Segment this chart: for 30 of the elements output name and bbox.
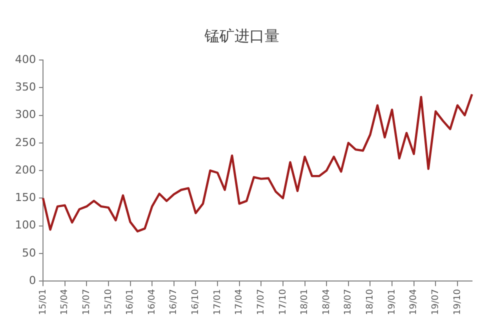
x-tick-label: 19/07 <box>430 289 441 315</box>
y-tick-label: 350 <box>14 80 36 94</box>
x-tick-label: 15/01 <box>38 289 48 315</box>
y-tick-label: 100 <box>14 218 36 232</box>
x-tick-label: 19/10 <box>452 288 463 315</box>
x-tick-label: 15/04 <box>60 288 70 315</box>
x-tick-label: 15/10 <box>104 288 114 315</box>
x-tick-label: 16/10 <box>191 288 202 315</box>
x-tick-label: 19/01 <box>387 289 398 315</box>
x-tick-label: 18/07 <box>344 289 354 315</box>
y-tick-label: 150 <box>14 191 36 204</box>
x-tick-label: 15/07 <box>82 289 92 315</box>
y-tick-label: 400 <box>14 52 36 66</box>
x-tick-label: 17/01 <box>212 289 223 315</box>
chart-title: 锰矿进口量 <box>204 26 280 45</box>
x-tick-label: 17/04 <box>234 288 245 315</box>
x-tick-label: 16/04 <box>147 288 158 315</box>
x-tick-label: 17/10 <box>278 288 288 315</box>
x-tick-label: 16/01 <box>126 289 136 315</box>
x-tick-label: 18/10 <box>366 288 376 315</box>
y-tick-label: 200 <box>14 163 36 176</box>
x-tick-label: 17/07 <box>256 289 266 315</box>
y-tick-label: 50 <box>22 246 36 260</box>
y-tick-label: 250 <box>14 136 36 149</box>
x-tick-label: 18/04 <box>322 288 332 315</box>
y-tick-label: 300 <box>14 108 36 122</box>
x-tick-label: 16/07 <box>169 289 180 315</box>
y-tick-label: 0 <box>28 274 36 287</box>
x-tick-label: 19/04 <box>409 288 420 315</box>
x-tick-label: 18/01 <box>300 289 310 315</box>
